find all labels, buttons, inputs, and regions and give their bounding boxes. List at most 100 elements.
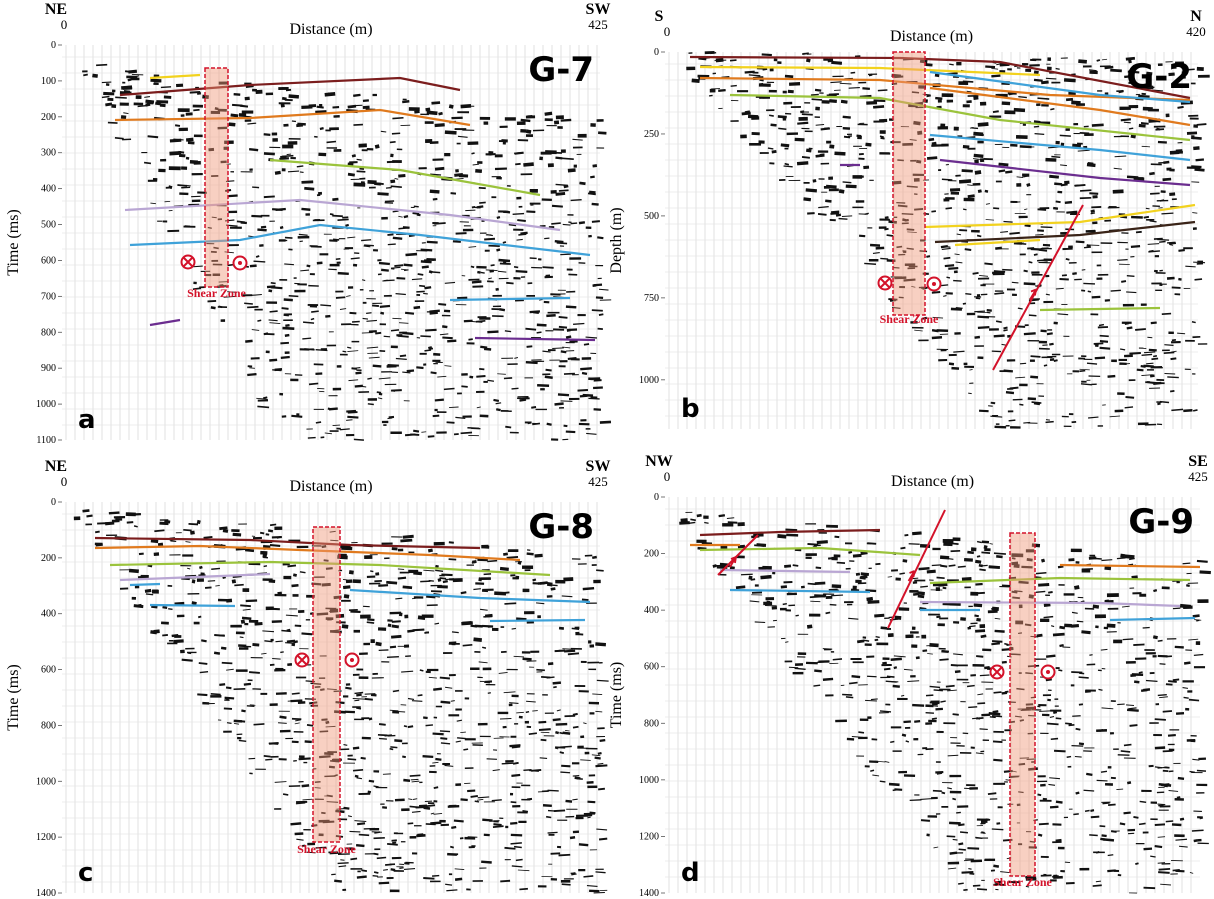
- wiggle: [428, 436, 435, 437]
- x-axis-label: Distance (m): [891, 473, 974, 490]
- wiggle: [516, 859, 523, 860]
- wiggle: [932, 330, 938, 331]
- wiggle: [1018, 308, 1023, 309]
- wiggle: [227, 723, 232, 724]
- wiggle: [1193, 262, 1205, 263]
- wiggle: [412, 811, 421, 812]
- wiggle: [387, 657, 399, 658]
- wiggle: [422, 267, 429, 268]
- wiggle: [340, 429, 350, 430]
- wiggle: [810, 597, 822, 598]
- wiggle: [873, 253, 880, 254]
- wiggle: [894, 656, 906, 657]
- wiggle: [1105, 568, 1111, 569]
- wiggle: [1074, 587, 1079, 588]
- wiggle: [796, 615, 799, 616]
- wiggle: [348, 174, 355, 175]
- wiggle: [102, 97, 110, 98]
- wiggle: [295, 833, 304, 834]
- wiggle: [472, 281, 482, 282]
- wiggle: [1024, 284, 1036, 285]
- wiggle: [474, 207, 480, 208]
- wiggle: [802, 157, 810, 158]
- wiggle: [567, 329, 577, 330]
- wiggle: [1097, 780, 1108, 781]
- wiggle: [935, 98, 942, 99]
- wiggle: [1029, 262, 1033, 263]
- wiggle: [816, 568, 821, 569]
- wiggle: [979, 569, 985, 570]
- wiggle: [1032, 402, 1042, 403]
- wiggle: [417, 834, 423, 835]
- wiggle: [285, 335, 289, 336]
- wiggle: [1158, 695, 1167, 696]
- wiggle: [918, 593, 925, 594]
- wiggle: [1046, 420, 1050, 421]
- wiggle: [264, 134, 271, 135]
- wiggle: [348, 164, 354, 165]
- wiggle: [1034, 72, 1039, 73]
- wiggle: [1089, 835, 1098, 836]
- wiggle: [1093, 606, 1099, 607]
- wiggle: [730, 568, 735, 569]
- wiggle: [511, 802, 517, 803]
- wiggle: [496, 250, 500, 251]
- wiggle: [414, 307, 420, 308]
- wiggle: [190, 532, 194, 533]
- wiggle: [293, 575, 296, 576]
- horizon: [130, 584, 160, 585]
- wiggle: [264, 641, 272, 642]
- wiggle: [503, 242, 506, 243]
- wiggle: [866, 103, 877, 104]
- wiggle: [985, 191, 988, 192]
- wiggle: [594, 409, 601, 410]
- wiggle: [234, 585, 243, 586]
- wiggle: [996, 556, 1002, 557]
- wiggle: [1099, 325, 1104, 326]
- wiggle: [1038, 835, 1042, 836]
- wiggle: [390, 647, 396, 648]
- wiggle: [1132, 577, 1138, 578]
- y-tick-label: 300: [41, 148, 56, 159]
- wiggle: [868, 602, 880, 603]
- wiggle: [86, 516, 92, 517]
- wiggle: [1041, 227, 1053, 228]
- wiggle: [933, 791, 942, 792]
- wiggle: [560, 752, 564, 753]
- wiggle: [926, 749, 934, 750]
- wiggle: [315, 112, 326, 113]
- wiggle: [1177, 107, 1183, 108]
- wiggle: [600, 422, 611, 423]
- wiggle: [519, 889, 528, 890]
- wiggle: [515, 153, 524, 154]
- wiggle: [320, 128, 324, 129]
- wiggle: [1000, 232, 1008, 233]
- wiggle: [1003, 221, 1012, 222]
- wiggle: [366, 313, 371, 314]
- wiggle: [1148, 244, 1160, 245]
- wiggle: [990, 543, 993, 544]
- wiggle: [439, 113, 443, 114]
- wiggle: [895, 618, 902, 619]
- wiggle: [1009, 233, 1019, 234]
- wiggle: [144, 97, 150, 98]
- y-tick-label: 900: [41, 363, 56, 374]
- wiggle: [251, 216, 262, 217]
- wiggle: [852, 676, 861, 677]
- wiggle: [953, 714, 959, 715]
- wiggle: [290, 701, 302, 702]
- wiggle: [1039, 824, 1049, 825]
- wiggle: [1058, 670, 1062, 671]
- wiggle: [413, 573, 422, 574]
- wiggle: [1072, 612, 1078, 613]
- wiggle: [444, 389, 455, 390]
- wiggle: [1044, 605, 1050, 606]
- wiggle: [300, 572, 306, 573]
- wiggle: [1186, 585, 1189, 586]
- y-tick-label: 1100: [36, 435, 56, 446]
- wiggle: [1133, 817, 1138, 818]
- wiggle: [1192, 759, 1199, 760]
- wiggle: [105, 523, 114, 524]
- wiggle: [420, 670, 424, 671]
- wiggle: [583, 588, 594, 589]
